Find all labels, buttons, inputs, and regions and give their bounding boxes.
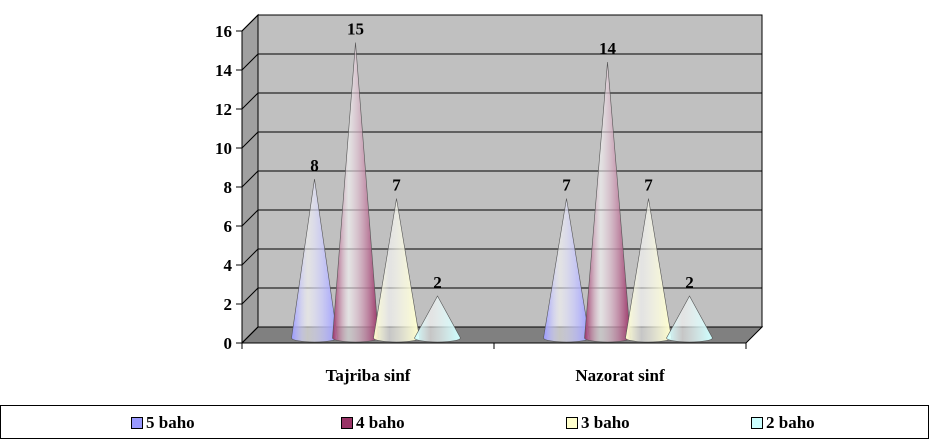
- axes: [236, 30, 747, 349]
- legend-label: 5 baho: [146, 413, 195, 432]
- gridline-side: [241, 170, 259, 188]
- legend-swatch: [751, 417, 763, 429]
- cone-body: [414, 295, 461, 343]
- legend-label: 3 baho: [581, 413, 630, 432]
- cone-series: [291, 42, 713, 343]
- data-label: 8: [310, 156, 319, 175]
- y-tick-label: 2: [224, 295, 233, 314]
- legend-item: 3 baho: [566, 413, 630, 433]
- legend-item: 5 baho: [131, 413, 195, 433]
- data-label: 7: [644, 176, 653, 195]
- legend: 5 baho 4 baho 3 baho 2 baho: [0, 405, 929, 439]
- category-label: Tajriba sinf: [326, 366, 411, 385]
- gridline-side: [241, 92, 259, 110]
- y-tick-label: 12: [215, 100, 232, 119]
- legend-item: 2 baho: [751, 413, 815, 433]
- legend-item: 4 baho: [341, 413, 405, 433]
- category-label: Nazorat sinf: [575, 366, 665, 385]
- cone-2-baho: [666, 295, 713, 343]
- gridline-side: [241, 14, 259, 32]
- data-label: 15: [347, 20, 364, 39]
- legend-label: 2 baho: [766, 413, 815, 432]
- y-tick-label: 16: [215, 22, 232, 41]
- y-tick-label: 6: [224, 217, 233, 236]
- y-tick-label: 0: [224, 334, 233, 353]
- data-label: 7: [392, 176, 401, 195]
- gridline-side: [241, 209, 259, 227]
- gridline-side: [241, 131, 259, 149]
- data-label: 2: [685, 273, 694, 292]
- gridline-side: [241, 248, 259, 266]
- chart: 0 2 4 6 8 10 12 14 16 8 15 7 2 7 14 7 2 Tajriba sinf Naz…: [215, 13, 764, 385]
- gridline-side: [241, 287, 259, 305]
- y-tick-label: 8: [224, 178, 233, 197]
- gridline-side: [241, 326, 259, 344]
- legend-swatch: [131, 417, 143, 429]
- data-label: 7: [562, 176, 571, 195]
- legend-label: 4 baho: [356, 413, 405, 432]
- legend-swatch: [566, 417, 578, 429]
- data-label: 2: [433, 273, 442, 292]
- y-tick-labels: 0 2 4 6 8 10 12 14 16: [215, 22, 233, 353]
- legend-swatch: [341, 417, 353, 429]
- cone-2-baho: [414, 295, 461, 343]
- data-labels: 8 15 7 2 7 14 7 2: [310, 20, 694, 293]
- y-tick-label: 4: [224, 256, 233, 275]
- data-label: 14: [599, 39, 617, 58]
- y-tick-label: 10: [215, 139, 232, 158]
- category-labels: Tajriba sinf Nazorat sinf: [326, 366, 665, 385]
- gridline-side: [241, 53, 259, 71]
- y-tick-label: 14: [215, 61, 233, 80]
- cone-body: [666, 295, 713, 343]
